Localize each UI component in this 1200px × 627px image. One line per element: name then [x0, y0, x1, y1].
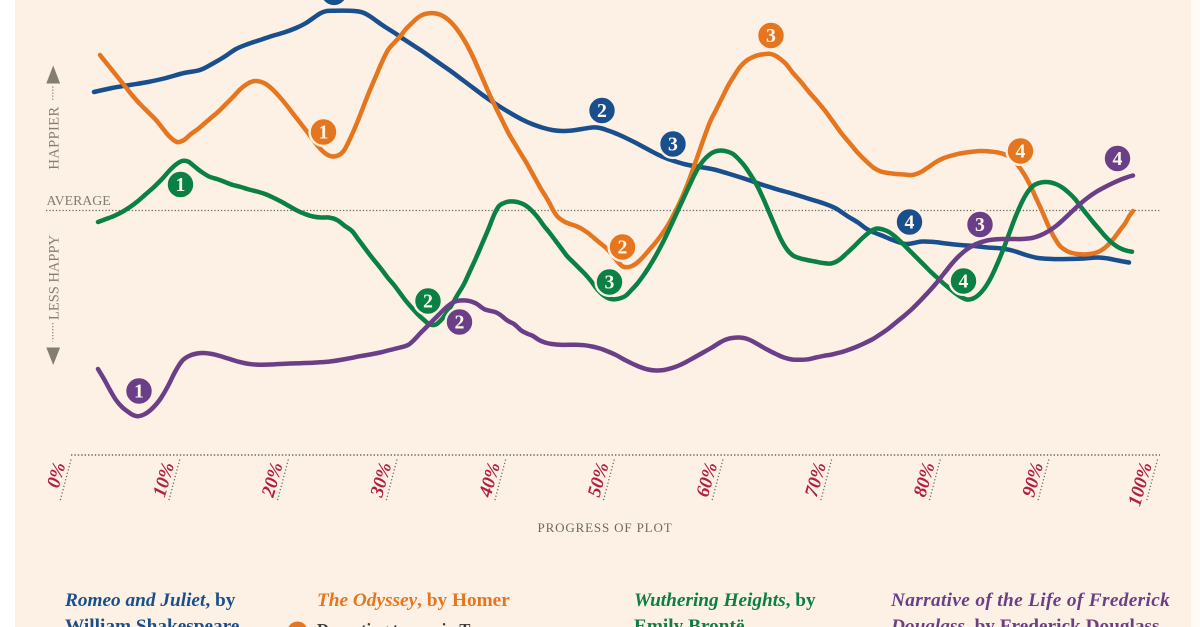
svg-text:AVERAGE: AVERAGE [47, 193, 111, 208]
svg-text:PROGRESS OF PLOT: PROGRESS OF PLOT [538, 520, 673, 535]
svg-text:1: 1 [319, 122, 329, 144]
svg-text:3: 3 [668, 134, 678, 156]
svg-text:2: 2 [618, 237, 628, 259]
svg-text:3: 3 [605, 272, 615, 294]
svg-text:William Shakespeare: William Shakespeare [65, 616, 240, 627]
svg-text:3: 3 [975, 214, 985, 236]
svg-text:2: 2 [423, 291, 433, 313]
svg-text:Romeo and Juliet, by: Romeo and Juliet, by [64, 590, 236, 611]
svg-text:3: 3 [766, 25, 776, 47]
svg-text:Departing to war in Troy: Departing to war in Troy [317, 620, 493, 627]
svg-text:2: 2 [597, 100, 607, 122]
svg-text:4: 4 [959, 271, 969, 293]
svg-text:Emily Brontë: Emily Brontë [634, 616, 745, 627]
svg-text:The Odyssey, by Homer: The Odyssey, by Homer [317, 590, 510, 611]
svg-text:4: 4 [1016, 141, 1026, 163]
svg-text:Douglass, by Frederick Douglas: Douglass, by Frederick Douglass [890, 616, 1160, 627]
svg-text:1: 1 [176, 174, 186, 196]
svg-text:4: 4 [905, 212, 915, 234]
svg-text:Narrative of the Life of Frede: Narrative of the Life of Frederick [890, 590, 1170, 611]
svg-text:4: 4 [1113, 148, 1123, 170]
svg-text:1: 1 [329, 0, 339, 4]
svg-text:HAPPIER: HAPPIER [47, 106, 63, 169]
svg-text:LESS HAPPY: LESS HAPPY [47, 234, 63, 320]
svg-text:2: 2 [455, 312, 465, 334]
svg-text:Wuthering Heights, by: Wuthering Heights, by [634, 590, 816, 611]
svg-text:1: 1 [134, 381, 144, 403]
